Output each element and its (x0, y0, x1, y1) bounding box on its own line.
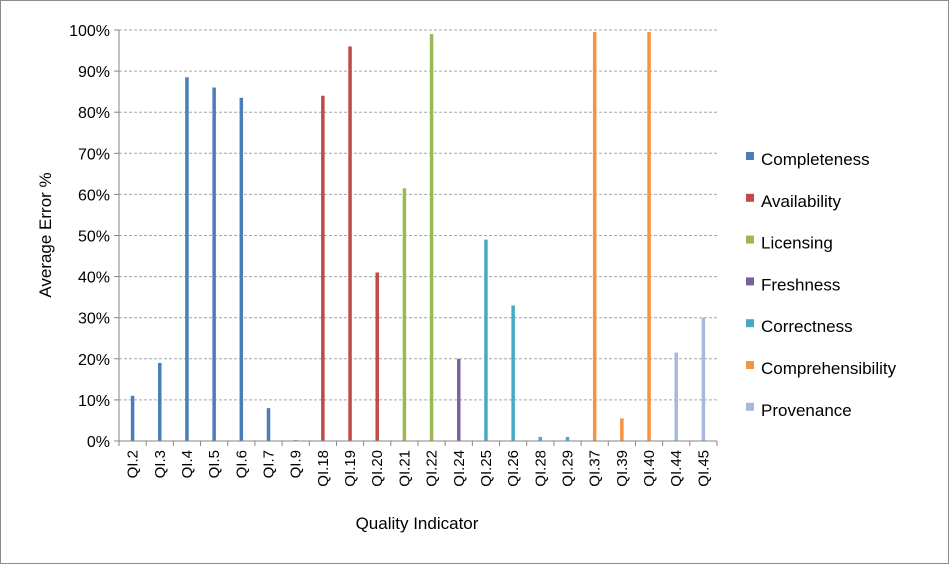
bar-qi-3 (158, 362, 162, 441)
x-tick-label: QI.39 (614, 450, 631, 487)
axes (118, 30, 717, 442)
x-tick-label: QI.9 (288, 450, 305, 478)
y-axis-ticks: 0% 10% 20% 30% 40% 50% 60% 70% 80% 90% 100% (69, 23, 119, 451)
bar-qi-26 (511, 305, 515, 441)
legend-swatch (746, 152, 754, 160)
x-axis-ticks: QI.2 QI.3 QI.4 QI.5 QI.6 QI.7 QI.9 QI.18 QI.19 QI… (118, 441, 718, 487)
x-tick-label: QI.26 (505, 450, 522, 487)
y-tick-label: 40% (78, 270, 110, 287)
y-axis-title: Average Error % (36, 172, 55, 297)
x-tick-label: QI.24 (451, 450, 468, 487)
x-tick-label: QI.19 (342, 450, 359, 487)
x-tick-label: QI.3 (152, 450, 169, 478)
x-tick-label: QI.45 (695, 450, 712, 487)
y-tick-label: 10% (78, 393, 110, 410)
y-tick-label: 30% (78, 311, 110, 328)
x-tick-label: QI.44 (668, 450, 685, 487)
bar-qi-6 (239, 97, 244, 441)
legend-swatch (746, 193, 754, 202)
y-tick-label: 70% (78, 146, 110, 163)
y-tick-label: 100% (69, 23, 110, 40)
legend-label: Completeness (761, 150, 870, 169)
legend: Completeness Availability Licensing Freshne… (746, 150, 897, 420)
bar-qi-7 (266, 408, 271, 441)
x-axis-title: Quality Indicator (356, 514, 479, 533)
y-tick-label: 0% (87, 434, 110, 451)
y-tick-label: 50% (78, 229, 110, 246)
x-tick-label: QI.2 (125, 450, 142, 478)
bars (130, 32, 706, 442)
y-tick-label: 80% (78, 105, 110, 122)
bar-qi-37 (592, 32, 597, 442)
y-tick-label: 90% (78, 64, 110, 81)
x-tick-label: QI.4 (179, 450, 196, 478)
legend-swatch (746, 319, 754, 328)
bar-qi-28 (538, 436, 543, 441)
bar-qi-20 (375, 272, 379, 441)
x-tick-label: QI.18 (315, 450, 332, 487)
y-tick-label: 20% (78, 352, 110, 369)
legend-swatch (746, 402, 754, 411)
x-tick-label: QI.20 (369, 450, 386, 487)
bar-qi-21 (402, 188, 407, 441)
bar-qi-39 (620, 418, 624, 441)
gridlines (119, 29, 717, 401)
x-tick-label: QI.7 (261, 450, 278, 478)
x-tick-label: QI.5 (206, 450, 223, 478)
bar-qi-19 (348, 46, 352, 441)
bar-qi-45 (701, 317, 706, 441)
x-tick-label: QI.40 (641, 450, 658, 487)
bar-qi-22 (429, 34, 434, 442)
bar-qi-29 (565, 436, 570, 441)
bar-qi-2 (130, 395, 135, 441)
legend-label: Freshness (761, 275, 840, 294)
legend-label: Correctness (761, 317, 853, 336)
legend-label: Comprehensibility (761, 359, 897, 378)
x-tick-label: QI.22 (424, 450, 441, 487)
x-tick-label: QI.6 (233, 450, 250, 478)
legend-swatch (746, 361, 754, 369)
bar-qi-25 (484, 239, 488, 441)
x-tick-label: QI.25 (478, 450, 495, 487)
x-tick-label: QI.29 (560, 450, 577, 487)
x-tick-label: QI.21 (396, 450, 413, 487)
legend-label: Availability (761, 192, 842, 211)
bar-qi-44 (674, 352, 678, 441)
bar-qi-24 (457, 358, 461, 441)
legend-swatch (746, 277, 754, 286)
bar-qi-5 (212, 87, 216, 441)
bar-qi-18 (321, 95, 325, 441)
x-tick-label: QI.37 (587, 450, 604, 487)
y-tick-label: 60% (78, 187, 110, 204)
x-tick-label: QI.28 (532, 450, 549, 487)
legend-swatch (746, 235, 754, 244)
legend-label: Provenance (761, 401, 852, 420)
legend-label: Licensing (761, 234, 833, 253)
bar-qi-4 (185, 77, 189, 441)
bar-qi-40 (647, 32, 651, 442)
